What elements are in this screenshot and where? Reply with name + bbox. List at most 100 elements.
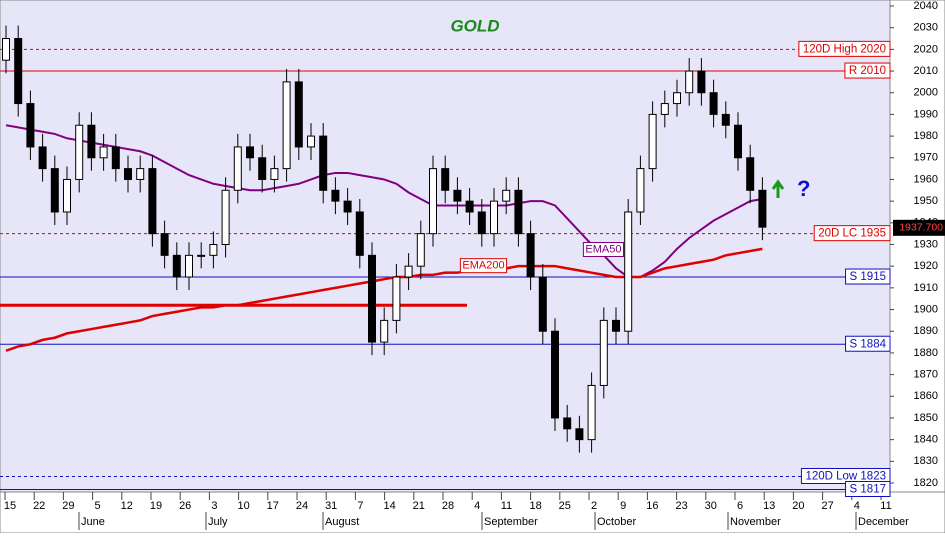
- candle-body: [441, 168, 450, 191]
- candle-body: [185, 254, 193, 278]
- candle-body: [404, 265, 413, 278]
- x-tick-label: 21: [413, 500, 425, 512]
- candle-body: [209, 244, 218, 256]
- candle-body: [538, 276, 547, 332]
- up-arrow: [771, 179, 785, 198]
- month-label: July: [208, 516, 228, 528]
- x-tick-label: 25: [559, 500, 571, 512]
- candle-body: [246, 146, 254, 159]
- y-tick-label: 2000: [914, 87, 938, 99]
- level-label: R 2010: [849, 65, 886, 77]
- candle-body: [636, 168, 645, 213]
- candle-body: [197, 254, 206, 257]
- ema-line: [5, 247, 763, 352]
- level-label: S 1884: [850, 338, 887, 350]
- candle-body: [599, 319, 608, 386]
- candle-body: [75, 124, 84, 180]
- level-label-box: [845, 481, 891, 498]
- candle-body: [343, 200, 352, 213]
- level-label: 20D LC 1935: [818, 228, 886, 240]
- x-tick-label: 4: [854, 500, 860, 512]
- level-label-box: [845, 268, 891, 285]
- month-label: November: [730, 516, 781, 528]
- candle-body: [38, 146, 47, 170]
- level-label-box: [813, 225, 891, 242]
- x-tick-label: 7: [357, 500, 363, 512]
- candle-body: [685, 70, 694, 94]
- candle-body: [282, 81, 291, 170]
- level-label: S 1817: [850, 484, 886, 496]
- x-tick-label: 23: [675, 500, 687, 512]
- x-tick-label: 3: [211, 500, 217, 512]
- x-tick-label: 9: [620, 500, 626, 512]
- level-label: 120D High 2020: [803, 43, 886, 55]
- y-tick-label: 1970: [914, 152, 938, 164]
- month-label: August: [325, 516, 359, 528]
- month-label: September: [484, 516, 538, 528]
- y-tick-label: 1920: [914, 260, 938, 272]
- y-tick-label: 1900: [914, 303, 938, 315]
- level-label: S 1915: [850, 271, 886, 283]
- x-tick-label: 11: [880, 500, 891, 512]
- candle-body: [270, 168, 279, 180]
- candle-body: [734, 124, 742, 159]
- level-label: 120D Low 1823: [805, 471, 886, 483]
- candle-body: [50, 168, 59, 213]
- candle-body: [221, 189, 230, 245]
- month-label: October: [597, 516, 636, 528]
- ema-label: EMA200: [462, 260, 504, 272]
- candle-body: [307, 135, 315, 148]
- level-label-box: [845, 335, 891, 352]
- y-tick-label: 1880: [914, 347, 938, 359]
- x-tick-label: 15: [4, 500, 16, 512]
- candle-body: [14, 38, 23, 105]
- candle-body: [502, 189, 511, 202]
- candle-body: [2, 38, 10, 61]
- x-tick-label: 24: [296, 500, 308, 512]
- candle-body: [624, 211, 633, 332]
- x-tick-label: 16: [646, 500, 658, 512]
- x-tick-label: 19: [150, 500, 162, 512]
- y-tick-label: 1820: [914, 477, 938, 489]
- last-price-box: [893, 219, 945, 236]
- x-tick-label: 12: [121, 500, 133, 512]
- candle-body: [87, 124, 96, 159]
- x-tick-label: 2: [591, 500, 597, 512]
- candle-body: [697, 70, 706, 94]
- ema-label-box: [582, 241, 624, 257]
- candle-body: [746, 157, 755, 191]
- x-tick-label: 13: [763, 500, 775, 512]
- candle-body: [233, 146, 242, 191]
- candle-body: [380, 319, 389, 343]
- candle-body: [514, 189, 523, 235]
- y-tick-label: 1930: [914, 238, 938, 250]
- x-tick-label: 29: [62, 500, 74, 512]
- candle-body: [111, 146, 120, 170]
- candle-body: [136, 168, 145, 180]
- level-label-box: [844, 62, 891, 79]
- x-tick-label: 20: [792, 500, 804, 512]
- candle-body: [26, 103, 35, 148]
- candle-body: [612, 319, 620, 332]
- x-tick-label: 10: [237, 500, 249, 512]
- y-tick-label: 1910: [914, 282, 938, 294]
- candle-body: [490, 200, 498, 235]
- candle-body: [526, 233, 535, 278]
- candle-body: [99, 146, 108, 159]
- candle-body: [709, 92, 718, 115]
- y-tick-label: 1830: [914, 455, 938, 467]
- candle-body: [63, 178, 71, 213]
- candle-body: [368, 254, 376, 343]
- x-tick-label: 31: [325, 500, 337, 512]
- candle-body: [465, 200, 474, 213]
- x-tick-label: 4: [474, 500, 480, 512]
- candle-body: [551, 330, 559, 419]
- ema-label-box: [459, 258, 508, 274]
- x-tick-label: 17: [267, 500, 279, 512]
- x-tick-label: 26: [179, 500, 191, 512]
- candle-body: [148, 168, 157, 235]
- month-label: December: [858, 516, 909, 528]
- candle-body: [648, 113, 657, 170]
- ema-label: EMA50: [585, 243, 621, 255]
